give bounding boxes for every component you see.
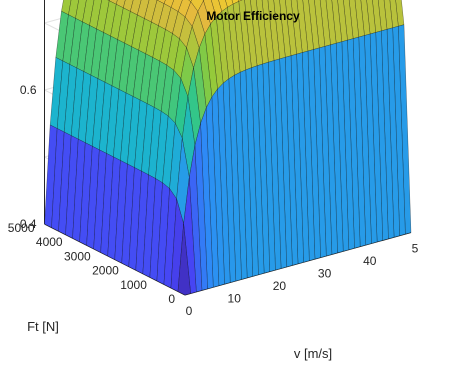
surface-patch [177,223,191,296]
y-tick-label: 4000 [36,235,63,249]
x-tick-label: 40 [363,254,377,268]
x-axis-label: v [m/s] [294,346,332,361]
y-tick-label: 0 [168,292,175,306]
y-tick-label: 3000 [64,249,91,263]
x-tick-label: 20 [273,279,287,293]
x-tick-label: 5 [412,242,419,256]
tick-layer: 01020304050100020003000400050000.40.60.8… [8,83,419,318]
x-tick-label: 30 [318,267,332,281]
y-tick-label: 5000 [8,221,35,235]
y-tick-label: 1000 [120,278,147,292]
x-tick-label: 0 [186,304,193,318]
y-tick-label: 2000 [92,264,119,278]
surface-layer [44,0,412,296]
z-tick-label: 0.4 [20,217,37,231]
z-tick-label: 0.6 [20,83,37,97]
y-axis-label: Ft [N] [27,319,59,334]
chart-title: Motor Efficiency [206,9,300,23]
x-tick-label: 10 [228,292,242,306]
